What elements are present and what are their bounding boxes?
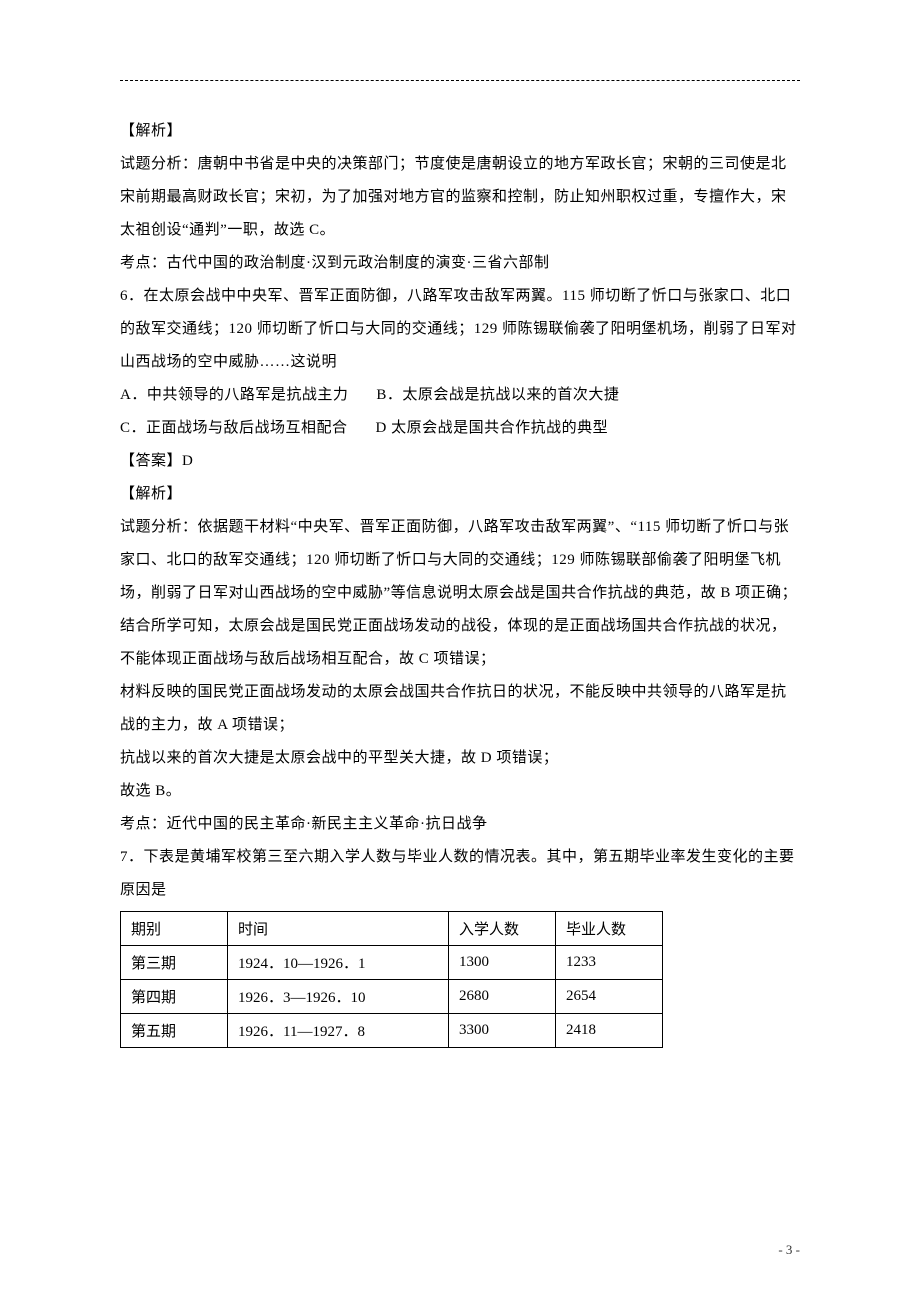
analysis-body-1: 试题分析：唐朝中书省是中央的决策部门；节度使是唐朝设立的地方军政长官；宋朝的三司… [120, 148, 800, 247]
th-enroll: 入学人数 [449, 912, 556, 946]
cell-enroll: 2680 [449, 980, 556, 1014]
analysis-heading: 【解析】 [120, 115, 800, 148]
q6-analysis-heading: 【解析】 [120, 478, 800, 511]
cell-grad: 2654 [556, 980, 663, 1014]
q6-options-row1: A．中共领导的八路军是抗战主力 B．太原会战是抗战以来的首次大捷 [120, 379, 800, 412]
q6-stem: 6．在太原会战中中央军、晋军正面防御，八路军攻击敌军两翼。115 师切断了忻口与… [120, 280, 800, 379]
page-number: - 3 - [778, 1242, 800, 1258]
q6-analysis-4: 抗战以来的首次大捷是太原会战中的平型关大捷，故 D 项错误； [120, 742, 800, 775]
page-container: 【解析】 试题分析：唐朝中书省是中央的决策部门；节度使是唐朝设立的地方军政长官；… [0, 0, 920, 1302]
q6-options-row2: C．正面战场与敌后战场互相配合 D 太原会战是国共合作抗战的典型 [120, 412, 800, 445]
cell-enroll: 3300 [449, 1014, 556, 1048]
cell-period: 第五期 [121, 1014, 228, 1048]
table-row: 第五期 1926．11—1927．8 3300 2418 [121, 1014, 663, 1048]
th-grad: 毕业人数 [556, 912, 663, 946]
top-dashed-rule [120, 80, 800, 81]
q6-analysis-1: 试题分析：依据题干材料“中央军、晋军正面防御，八路军攻击敌军两翼”、“115 师… [120, 511, 800, 610]
q6-option-d: D 太原会战是国共合作抗战的典型 [376, 420, 609, 436]
th-period: 期别 [121, 912, 228, 946]
cell-enroll: 1300 [449, 946, 556, 980]
cell-grad: 1233 [556, 946, 663, 980]
q7-stem: 7．下表是黄埔军校第三至六期入学人数与毕业人数的情况表。其中，第五期毕业率发生变… [120, 841, 800, 907]
q6-analysis-2: 结合所学可知，太原会战是国民党正面战场发动的战役，体现的是正面战场国共合作抗战的… [120, 610, 800, 676]
q7-table: 期别 时间 入学人数 毕业人数 第三期 1924．10—1926．1 1300 … [120, 911, 663, 1048]
table-row: 第四期 1926．3—1926．10 2680 2654 [121, 980, 663, 1014]
cell-period: 第四期 [121, 980, 228, 1014]
q6-keypoint: 考点：近代中国的民主革命·新民主主义革命·抗日战争 [120, 808, 800, 841]
cell-time: 1926．11—1927．8 [228, 1014, 449, 1048]
q6-analysis-3: 材料反映的国民党正面战场发动的太原会战国共合作抗日的状况，不能反映中共领导的八路… [120, 676, 800, 742]
cell-period: 第三期 [121, 946, 228, 980]
q6-option-a: A．中共领导的八路军是抗战主力 [120, 387, 348, 403]
table-row: 第三期 1924．10—1926．1 1300 1233 [121, 946, 663, 980]
th-time: 时间 [228, 912, 449, 946]
table-header-row: 期别 时间 入学人数 毕业人数 [121, 912, 663, 946]
keypoint-1: 考点：古代中国的政治制度·汉到元政治制度的演变·三省六部制 [120, 247, 800, 280]
q6-answer: 【答案】D [120, 445, 800, 478]
cell-time: 1924．10—1926．1 [228, 946, 449, 980]
cell-grad: 2418 [556, 1014, 663, 1048]
cell-time: 1926．3—1926．10 [228, 980, 449, 1014]
q6-analysis-5: 故选 B。 [120, 775, 800, 808]
q6-option-c: C．正面战场与敌后战场互相配合 [120, 420, 348, 436]
q6-option-b: B．太原会战是抗战以来的首次大捷 [376, 387, 619, 403]
